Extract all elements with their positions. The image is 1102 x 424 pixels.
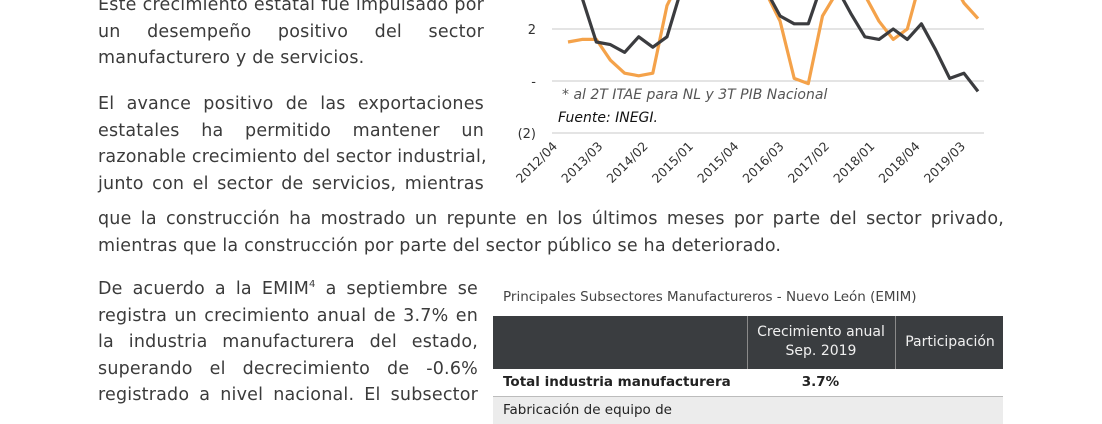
text-line: Este crecimiento estatal fue impulsado p…: [98, 0, 484, 15]
y-tick-label: 2: [528, 23, 536, 38]
emim-text: a septiembre se: [315, 279, 479, 299]
header-share: Participación: [895, 316, 1004, 369]
growth-line-chart: 2 - (2) * al 2T ITAE para NL y 3T PIB Naci…: [513, 0, 984, 186]
x-tick-label: 2015/01: [649, 139, 696, 186]
table-row: Fabricación de equipo de: [493, 396, 1003, 424]
text-line: que la construcción ha mostrado un repun…: [98, 209, 1004, 229]
text-line: mientras que la construcción por parte d…: [98, 235, 782, 256]
x-tick-label: 2015/04: [694, 138, 741, 185]
grid: [552, 28, 984, 134]
table-header: Crecimiento anual Sep. 2019 Participació…: [493, 316, 1003, 369]
text-line: razonable crecimiento del sector industr…: [98, 147, 487, 167]
text-line: junto con el sector de servicios, mientr…: [98, 173, 484, 194]
text-line: De acuerdo a la EMIM4 a septiembre se: [98, 276, 478, 303]
emim-paragraph: De acuerdo a la EMIM4 a septiembre se re…: [98, 276, 478, 409]
x-tick-label: 2017/02: [785, 139, 832, 186]
text-line: la industria manufacturera del estado,: [98, 332, 478, 352]
row-name: Total industria manufacturera: [503, 374, 731, 390]
row-name: Fabricación de equipo de: [503, 402, 672, 418]
row-growth: 3.7%: [801, 374, 840, 390]
x-tick-label: 2012/04: [513, 138, 560, 185]
text-line: superando el decrecimiento de -0.6%: [98, 358, 478, 379]
table-row: Total industria manufacturera 3.7%: [493, 369, 1003, 396]
exports-paragraph-continuation: que la construcción ha mostrado un repun…: [98, 206, 1004, 259]
x-tick-label: 2018/01: [830, 139, 877, 186]
x-tick-label: 2018/04: [875, 138, 922, 185]
x-tick-label: 2013/03: [558, 139, 605, 186]
x-tick-label: 2019/03: [921, 139, 968, 186]
x-axis: 2012/042013/032014/022015/012015/042016/…: [513, 138, 968, 185]
series-line-nacional: [581, 0, 980, 93]
text-line: un desempeño positivo del sector: [98, 21, 484, 42]
y-tick-label: -: [531, 75, 536, 90]
header-growth: Crecimiento anual Sep. 2019: [747, 316, 894, 369]
text-line: El avance positivo de las exportaciones: [98, 94, 484, 114]
y-axis: 2 - (2): [518, 23, 537, 142]
series: [567, 0, 980, 93]
table-caption: Principales Subsectores Manufactureros -…: [503, 289, 917, 305]
y-tick-label: (2): [518, 127, 536, 142]
text-line: registrado a nivel nacional. El subsecto…: [98, 385, 478, 405]
exports-paragraph: El avance positivo de las exportaciones …: [98, 91, 487, 197]
x-tick-label: 2016/03: [739, 139, 786, 186]
text-line: estatales ha permitido mantener un: [98, 120, 484, 141]
emim-text: De acuerdo a la EMIM: [98, 279, 310, 299]
x-tick-label: 2014/02: [603, 139, 650, 186]
text-line: registra un crecimiento anual de 3.7% en: [98, 305, 478, 326]
chart-source: Fuente: INEGI.: [558, 110, 658, 126]
footnote-ref[interactable]: 4: [309, 279, 316, 290]
subsector-table: Crecimiento anual Sep. 2019 Participació…: [493, 316, 1003, 424]
intro-paragraph: Este crecimiento estatal fue impulsado p…: [98, 0, 484, 72]
series-line-nl: [567, 0, 980, 86]
text-line: manufacturero y de servicios.: [98, 48, 365, 68]
header-blank-cell: [493, 316, 745, 369]
chart-note: * al 2T ITAE para NL y 3T PIB Nacional: [562, 87, 827, 103]
